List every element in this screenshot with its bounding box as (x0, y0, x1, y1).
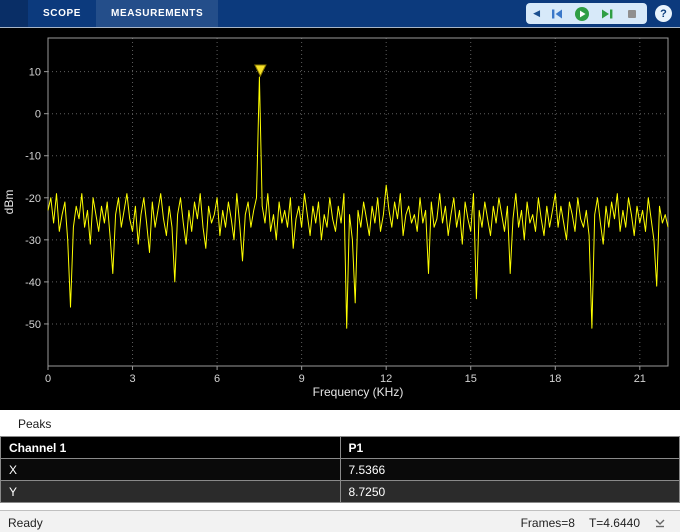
status-bar: Ready Frames=8 T=4.6440 (0, 510, 680, 532)
toolbar: SCOPE MEASUREMENTS ◀ (0, 0, 680, 27)
x-tick-label: 9 (299, 373, 305, 385)
help-button[interactable]: ? (655, 5, 672, 22)
x-axis-label: Frequency (KHz) (313, 385, 404, 399)
sim-time: T=4.6440 (588, 515, 640, 530)
status-right: Frames=8 T=4.6440 (521, 516, 680, 530)
status-text: Ready (8, 515, 43, 530)
app-icon (0, 0, 28, 27)
step-back-icon (552, 9, 562, 18)
peaks-table: Channel 1 P1 X 7.5366 Y 8.7250 (0, 436, 680, 503)
x-tick-label: 3 (129, 373, 135, 385)
step-back-button[interactable] (549, 6, 565, 22)
run-button[interactable] (574, 6, 590, 22)
tab-scope[interactable]: SCOPE (28, 0, 96, 27)
x-tick-label: 18 (549, 373, 561, 385)
peak-marker-icon (254, 64, 267, 78)
run-icon (575, 6, 589, 21)
collapse-toolstrip-icon[interactable]: ◀ (533, 8, 540, 18)
table-row-y[interactable]: Y 8.7250 (0, 480, 680, 503)
step-forward-button[interactable] (599, 6, 615, 22)
help-icon: ? (660, 7, 667, 20)
x-tick-label: 0 (45, 373, 51, 385)
x-tick-label: 12 (380, 373, 392, 385)
spectrum-plot[interactable]: 0 3 6 9 12 15 18 21 10 0 -10 -20 -30 -40 -50 Frequency … (0, 28, 680, 409)
x-tick-label: 21 (634, 373, 646, 385)
tab-measurements-label: MEASUREMENTS (111, 8, 204, 19)
tab-measurements[interactable]: MEASUREMENTS (96, 0, 219, 27)
peak-y-label: Y (0, 480, 341, 503)
y-tick-label: 0 (35, 109, 41, 121)
stop-button[interactable] (624, 6, 640, 22)
y-tick-label: -50 (25, 319, 41, 331)
peaks-panel-title: Peaks (18, 417, 52, 431)
y-tick-label: -40 (25, 277, 41, 289)
peak-x-label: X (0, 458, 341, 481)
tab-scope-label: SCOPE (43, 8, 82, 19)
y-tick-label: -20 (25, 193, 41, 205)
axes-frame (47, 37, 669, 367)
peaks-col-channel: Channel 1 (0, 436, 341, 459)
spectrum-plot-area[interactable]: 0 3 6 9 12 15 18 21 10 0 -10 -20 -30 -40 -50 Frequency … (0, 27, 680, 410)
peak-x-value: 7.5366 (339, 458, 680, 481)
table-row-x[interactable]: X 7.5366 (0, 458, 680, 481)
x-tick-label: 6 (214, 373, 220, 385)
peaks-col-p1: P1 (339, 436, 680, 459)
y-axis-label: dBm (2, 190, 16, 215)
y-tick-label: -30 (25, 235, 41, 247)
step-forward-icon (602, 9, 613, 18)
x-tick-label: 15 (465, 373, 477, 385)
y-tick-label: 10 (29, 67, 41, 79)
spectrum-trace (47, 76, 669, 329)
peak-y-value: 8.7250 (339, 480, 680, 503)
peaks-table-header-row: Channel 1 P1 (0, 436, 680, 459)
collapse-statusbar-icon[interactable] (654, 518, 670, 528)
peaks-panel: Peaks Channel 1 P1 X 7.5366 Y 8.7250 (0, 410, 680, 510)
stop-icon (628, 9, 636, 18)
simulation-controls: ◀ (526, 3, 647, 24)
frames-count: Frames=8 (520, 515, 575, 530)
y-tick-label: -10 (25, 151, 41, 163)
